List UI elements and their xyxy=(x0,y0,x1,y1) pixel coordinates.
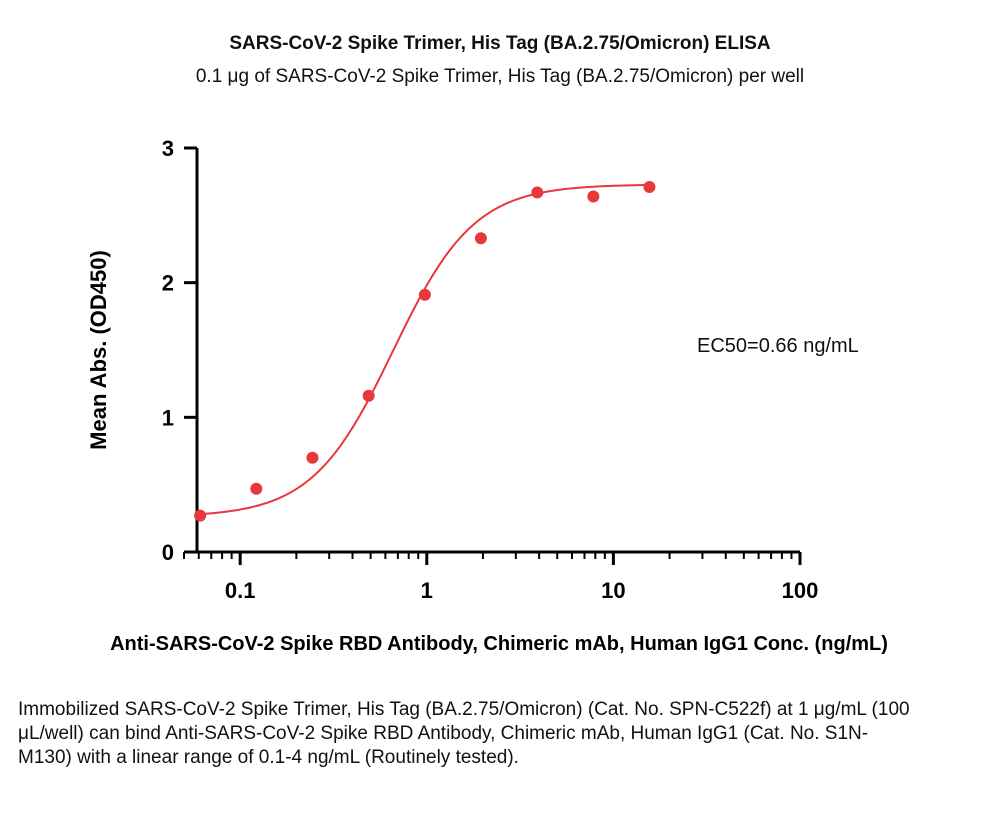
y-tick-label: 1 xyxy=(162,405,174,430)
data-point xyxy=(643,181,656,194)
x-tick-label: 1 xyxy=(421,578,433,603)
y-tick-label: 0 xyxy=(162,540,174,565)
figure-caption: Immobilized SARS-CoV-2 Spike Trimer, His… xyxy=(18,699,910,768)
ec50-annotation: EC50=0.66 ng/mL xyxy=(697,335,859,357)
data-point xyxy=(418,288,431,301)
elisa-chart: 0 1 2 3 0.1 1 10 100 Mean Abs. (OD450) Anti-SARS-… xyxy=(86,136,888,655)
y-tick-label: 3 xyxy=(162,136,174,161)
data-point xyxy=(474,232,487,245)
data-point xyxy=(362,389,375,402)
data-point xyxy=(587,190,600,203)
y-tick-label: 2 xyxy=(162,271,174,296)
chart-subtitle: 0.1 μg of SARS-CoV-2 Spike Trimer, His T… xyxy=(195,66,805,87)
data-point xyxy=(306,451,319,464)
data-point xyxy=(250,482,263,495)
fit-curve xyxy=(200,183,650,516)
chart-title: SARS-CoV-2 Spike Trimer, His Tag (BA.2.7… xyxy=(229,33,771,54)
data-point xyxy=(194,509,207,522)
x-tick-label: 10 xyxy=(601,578,625,603)
data-point xyxy=(531,186,544,199)
x-axis-label: Anti-SARS-CoV-2 Spike RBD Antibody, Chim… xyxy=(110,633,888,655)
x-tick-label: 100 xyxy=(782,578,819,603)
y-axis-label: Mean Abs. (OD450) xyxy=(86,250,111,450)
x-tick-label: 0.1 xyxy=(225,578,256,603)
